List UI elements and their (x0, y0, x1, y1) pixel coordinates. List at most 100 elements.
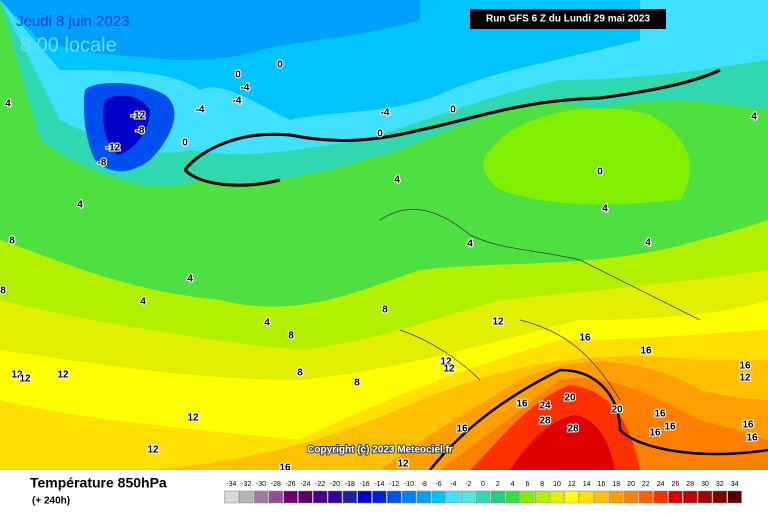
contour-label: -4 (241, 83, 250, 94)
scale-swatch (431, 490, 446, 504)
date-label: Jeudi 8 juin 2023 (16, 13, 129, 30)
scale-swatch (327, 490, 343, 504)
contour-label: 12 (11, 370, 23, 381)
contour-label: 4 (5, 99, 11, 110)
scale-label: -10 (404, 481, 414, 488)
scale-label: -22 (315, 481, 325, 488)
contour-label: 4 (394, 175, 400, 186)
scale-swatch (549, 490, 565, 504)
contour-label: 16 (742, 420, 754, 431)
contour-label: 4 (467, 239, 473, 250)
contour-label: 0 (277, 60, 283, 71)
contour-label: 28 (539, 416, 551, 427)
contour-label: 4 (645, 238, 651, 249)
contour-label: 12 (739, 373, 751, 384)
scale-label: -6 (435, 481, 441, 488)
scale-label: 8 (540, 481, 544, 488)
contour-label: 20 (611, 405, 623, 416)
copyright: Copyright (c) 2023 Meteociel.fr (307, 445, 453, 456)
scale-swatch (683, 490, 698, 504)
contour-label: -12 (106, 143, 121, 154)
scale-label: 32 (716, 481, 724, 488)
scale-swatch (727, 490, 742, 504)
scale-swatch (283, 490, 298, 504)
contour-label: 4 (187, 274, 193, 285)
scale-label: -12 (389, 481, 399, 488)
scale-swatch (313, 490, 328, 504)
scale-swatch (446, 490, 461, 504)
contour-label: 0 (182, 138, 188, 149)
scale-swatch (638, 490, 653, 504)
contour-label: 16 (654, 409, 666, 420)
contour-label: 12 (147, 445, 159, 456)
contour-label: -12 (131, 111, 146, 122)
scale-swatch (401, 490, 417, 504)
scale-label: -20 (330, 481, 340, 488)
scale-label: 30 (701, 481, 709, 488)
map-field (0, 0, 768, 471)
scale-swatch (461, 490, 476, 504)
scale-label: 2 (496, 481, 500, 488)
scale-label: -34 (226, 481, 236, 488)
scale-label: 6 (525, 481, 529, 488)
scale-swatch (253, 490, 269, 504)
scale-swatch (712, 490, 727, 504)
scale-swatch (609, 490, 624, 504)
scale-swatch (579, 490, 594, 504)
scale-label: 20 (627, 481, 635, 488)
contour-label: -4 (233, 96, 242, 107)
scale-label: -16 (360, 481, 370, 488)
scale-swatch (520, 490, 535, 504)
scale-label: 18 (612, 481, 620, 488)
scale-swatch (416, 490, 431, 504)
scale-swatch (224, 490, 239, 504)
run-label: Run GFS 6 Z du Lundi 29 mai 2023 (486, 14, 650, 25)
contour-label: 8 (297, 368, 303, 379)
contour-label: 12 (492, 317, 504, 328)
scale-label: -28 (271, 481, 281, 488)
contour-label: 28 (567, 424, 579, 435)
contour-label: 8 (354, 378, 360, 389)
scale-label: 16 (598, 481, 606, 488)
contour-label: 8 (288, 331, 294, 342)
contour-label: 4 (140, 297, 146, 308)
scale-swatch (342, 490, 357, 504)
scale-label: 22 (642, 481, 650, 488)
time-label: 8:00 locale (20, 34, 117, 56)
scale-swatch (505, 490, 520, 504)
contour-label: 16 (739, 361, 751, 372)
scale-swatch (387, 490, 402, 504)
contour-label: 16 (456, 424, 468, 435)
scale-swatch (697, 490, 713, 504)
scale-label: -32 (241, 481, 251, 488)
scale-swatch (668, 490, 683, 504)
contour-label: -8 (136, 126, 145, 137)
scale-swatch (535, 490, 550, 504)
contour-label: 0 (450, 105, 456, 116)
scale-label: 12 (568, 481, 576, 488)
scale-label: -4 (450, 481, 456, 488)
scale-swatch (594, 490, 609, 504)
contour-label: 20 (564, 393, 576, 404)
scale-swatch (475, 490, 491, 504)
scale-swatch (268, 490, 283, 504)
contour-label: 12 (440, 357, 452, 368)
contour-label: 0 (377, 129, 383, 140)
scale-swatch (298, 490, 313, 504)
contour-label: 12 (19, 374, 31, 385)
scale-label: -14 (374, 481, 384, 488)
scale-label: 4 (511, 481, 515, 488)
contour-label: -8 (98, 158, 107, 169)
contour-label: 12 (443, 364, 455, 375)
run-banner (470, 9, 666, 29)
scale-label: -26 (286, 481, 296, 488)
contour-label: -4 (381, 108, 390, 119)
scale-label: -30 (256, 481, 266, 488)
scale-swatch (372, 490, 387, 504)
scale-swatch (564, 490, 579, 504)
contour-label: 8 (0, 286, 6, 297)
contour-label: 12 (397, 459, 409, 470)
contour-label: 4 (77, 200, 83, 211)
contour-label: 16 (746, 433, 758, 444)
contour-label: 8 (9, 236, 15, 247)
